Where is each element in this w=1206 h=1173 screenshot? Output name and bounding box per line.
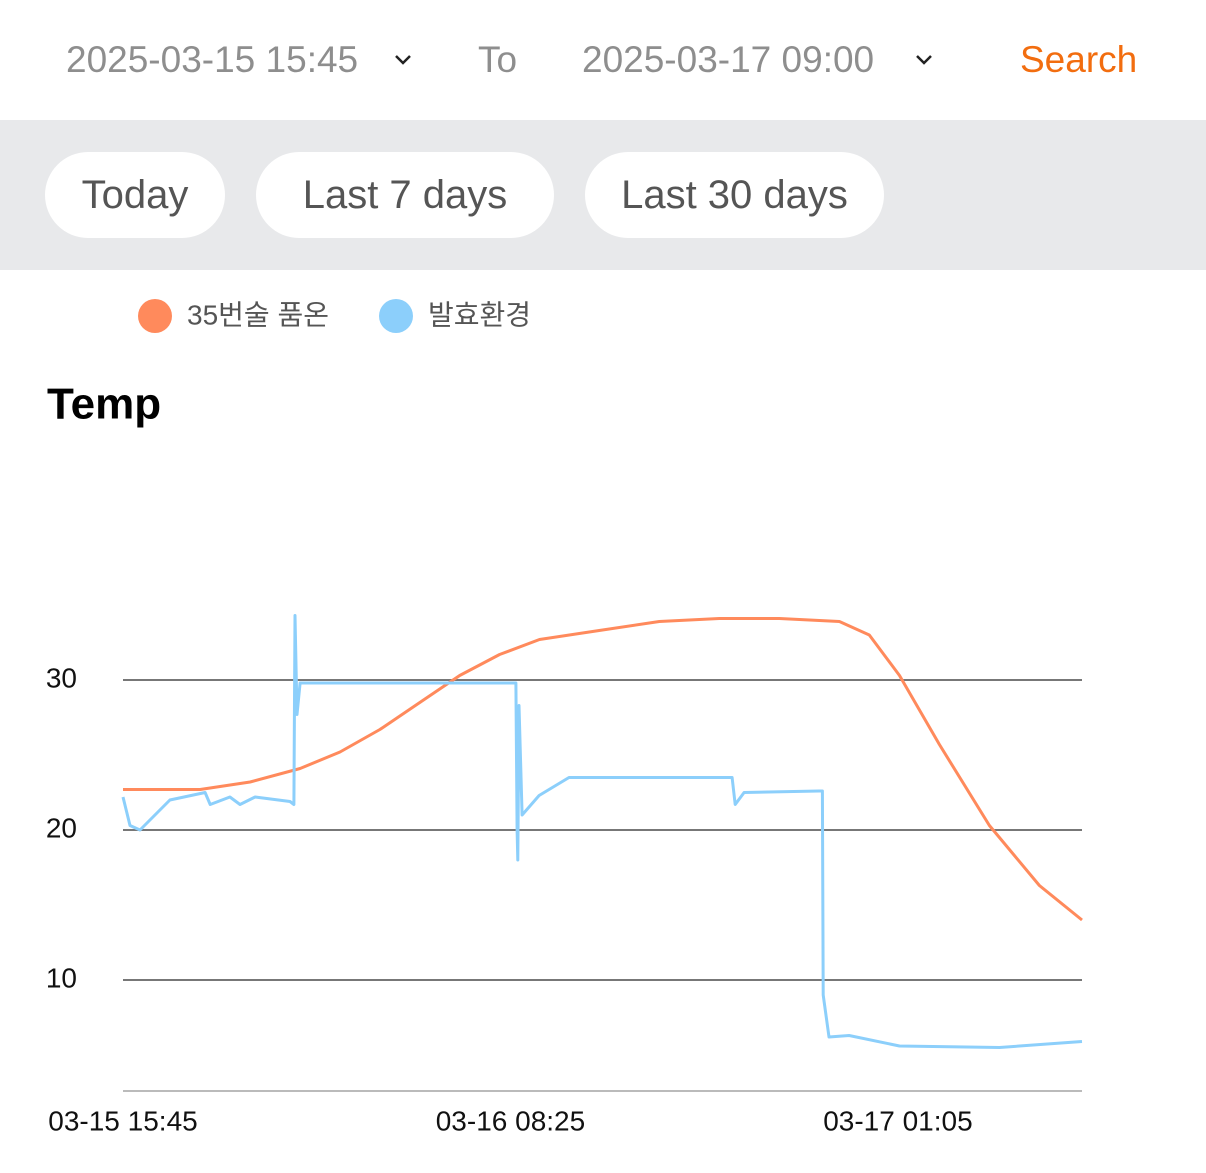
series-line	[123, 617, 1083, 922]
legend-label: 35번술 품온	[187, 299, 329, 330]
x-tick-label: 03-16 08:25	[436, 1105, 585, 1136]
to-label: To	[478, 39, 518, 80]
y-tick-label: 10	[46, 962, 77, 993]
search-button[interactable]: Search	[1020, 39, 1138, 80]
legend-marker	[138, 299, 172, 333]
range-button[interactable]: Today	[45, 152, 225, 238]
range-button[interactable]: Last 30 days	[585, 152, 884, 238]
chart: Temp 35번술 품온 발효환경 10 20 30 03-15 15:45 03-16 0…	[46, 299, 1083, 1136]
series-line	[121, 614, 1083, 1049]
x-tick-label: 03-17 01:05	[823, 1105, 972, 1136]
range-button[interactable]: Last 7 days	[256, 152, 554, 238]
legend-label: 발효환경	[428, 299, 531, 330]
y-tick-label: 20	[46, 812, 77, 843]
chevron[interactable]	[393, 50, 413, 70]
start-date[interactable]: 2025-03-15 15:45	[66, 39, 359, 80]
end-date[interactable]: 2025-03-17 09:00	[582, 39, 875, 80]
date-bar: 2025-03-15 15:45 To 2025-03-17 09:00 Sea…	[0, 0, 1206, 120]
y-tick-label: 30	[46, 662, 77, 693]
x-tick-label: 03-15 15:45	[48, 1105, 197, 1136]
legend-marker	[379, 299, 413, 333]
chevron[interactable]	[914, 50, 934, 70]
chart-title: Temp	[47, 380, 161, 429]
quick-range-bar: Today Last 7 days Last 30 days	[0, 120, 1206, 270]
